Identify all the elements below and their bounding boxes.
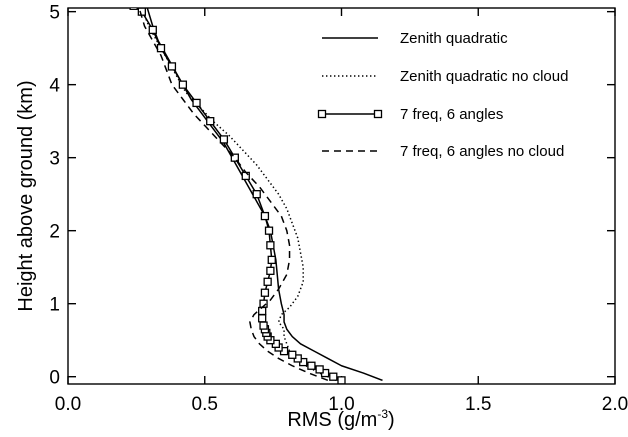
series-2 — [141, 8, 337, 382]
data-point-marker — [259, 321, 268, 330]
data-point-marker — [259, 299, 268, 308]
legend-entry-1: Zenith quadratic — [322, 30, 508, 47]
legend-entry-3: 7 freq, 6 angles — [317, 106, 503, 123]
data-point-marker — [178, 80, 188, 89]
data-point-marker — [266, 241, 275, 250]
data-point-marker — [230, 153, 239, 162]
data-point-marker — [329, 372, 338, 381]
data-point-marker — [307, 361, 316, 370]
data-point-marker — [288, 350, 297, 359]
data-point-marker — [258, 306, 267, 316]
data-point-marker — [206, 117, 215, 126]
axis-ticks: 0.0 0.5 1.0 1.5 2.0 0 1 2 3 4 5 — [49, 3, 628, 415]
data-point-marker — [192, 98, 201, 108]
legend-entry-2: Zenith quadratic no cloud — [322, 68, 568, 85]
x-tick-label: 2.0 — [602, 394, 628, 415]
data-point-marker — [267, 255, 276, 265]
y-tick-label: 4 — [49, 76, 60, 97]
legend-marker — [317, 109, 327, 119]
data-point-marker — [241, 171, 250, 181]
plot-frame — [67, 7, 616, 385]
series-4 — [138, 8, 329, 382]
x-tick-label: 0.0 — [55, 394, 81, 415]
data-point-marker — [260, 211, 270, 221]
x-axis-title-superscript: -3 — [377, 407, 388, 421]
legend-entry-4: 7 freq, 6 angles no cloud — [322, 143, 564, 160]
x-tick-label: 1.0 — [328, 394, 354, 415]
legend-marker — [373, 109, 383, 119]
x-tick-label: 1.5 — [465, 394, 491, 415]
x-axis-title: RMS (g/m-3) — [287, 407, 394, 431]
data-point-marker — [260, 288, 270, 297]
data-point-marker — [252, 190, 261, 199]
data-point-marker — [219, 135, 229, 144]
legend-label: 7 freq, 6 angles — [400, 106, 503, 123]
y-tick-label: 5 — [49, 3, 60, 24]
data-point-marker — [129, 8, 138, 10]
legend-label: 7 freq, 6 angles no cloud — [400, 143, 564, 160]
x-tick-label: 0.5 — [192, 394, 218, 415]
series-line — [138, 8, 329, 382]
data-point-marker — [148, 25, 157, 35]
data-point-marker — [137, 8, 146, 16]
data-point-marker — [337, 376, 346, 384]
y-tick-label: 3 — [49, 149, 60, 170]
series-line — [141, 8, 337, 382]
legend: Zenith quadratic Zenith quadratic no clou… — [317, 30, 568, 160]
x-axis-title-end: ) — [388, 409, 395, 431]
y-tick-label: 2 — [49, 222, 60, 243]
y-tick-label: 1 — [49, 295, 60, 316]
data-point-marker — [167, 62, 177, 71]
data-point-marker — [264, 226, 274, 235]
legend-label: Zenith quadratic no cloud — [400, 68, 568, 85]
data-point-marker — [258, 314, 267, 323]
data-point-marker — [156, 44, 166, 53]
data-point-marker — [263, 277, 272, 286]
series-line — [135, 8, 342, 382]
series-layer — [129, 8, 383, 384]
legend-label: Zenith quadratic — [400, 30, 508, 47]
data-point-marker — [315, 365, 324, 374]
y-axis-title: Height above ground (km) — [15, 80, 37, 311]
data-point-marker — [266, 266, 275, 275]
y-tick-label: 0 — [49, 368, 60, 389]
